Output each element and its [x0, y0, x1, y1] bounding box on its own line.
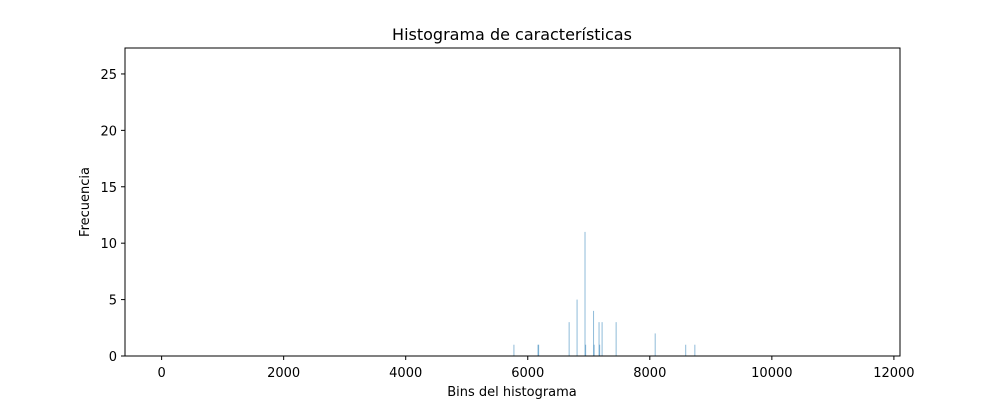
- y-tick-label: 20: [100, 124, 117, 139]
- y-tick-label: 15: [100, 181, 117, 196]
- x-tick-label: 10000: [751, 366, 792, 381]
- x-tick-label: 4000: [389, 366, 422, 381]
- y-axis-label: Frecuencia: [78, 167, 93, 237]
- y-axis-ticks: 0 5 10 15 20 25: [100, 68, 125, 365]
- histogram-bar: [654, 333, 656, 356]
- histogram-bar: [601, 322, 603, 356]
- histogram-bar: [615, 322, 617, 356]
- x-tick-label: 12000: [873, 366, 914, 381]
- y-tick-label: 25: [100, 68, 117, 83]
- y-tick-label: 5: [109, 294, 117, 309]
- histogram-bar: [685, 344, 687, 356]
- histogram-bar: [599, 344, 601, 356]
- histogram-bar: [593, 310, 595, 356]
- histogram-bar: [585, 344, 587, 356]
- histogram-bar: [584, 231, 586, 356]
- y-tick-label: 10: [100, 237, 117, 252]
- x-tick-label: 0: [157, 366, 165, 381]
- x-axis-ticks: 0 2000 4000 6000 8000 10000 12000: [157, 356, 915, 381]
- x-tick-label: 8000: [633, 366, 666, 381]
- bars-group: [513, 231, 696, 356]
- histogram-bar: [576, 299, 578, 356]
- histogram-bar: [568, 322, 570, 356]
- histogram-bar: [593, 344, 595, 356]
- x-axis-label: Bins del histograma: [447, 385, 577, 400]
- x-tick-label: 6000: [511, 366, 544, 381]
- chart-title: Histograma de características: [392, 25, 632, 44]
- histogram-bar: [537, 344, 539, 356]
- histogram-bar: [513, 344, 515, 356]
- histogram-bar: [598, 322, 600, 356]
- plot-frame: [124, 47, 901, 357]
- y-tick-label: 0: [109, 350, 117, 365]
- histogram-bar: [694, 344, 696, 356]
- histogram-bar: [538, 344, 540, 356]
- x-tick-label: 2000: [267, 366, 300, 381]
